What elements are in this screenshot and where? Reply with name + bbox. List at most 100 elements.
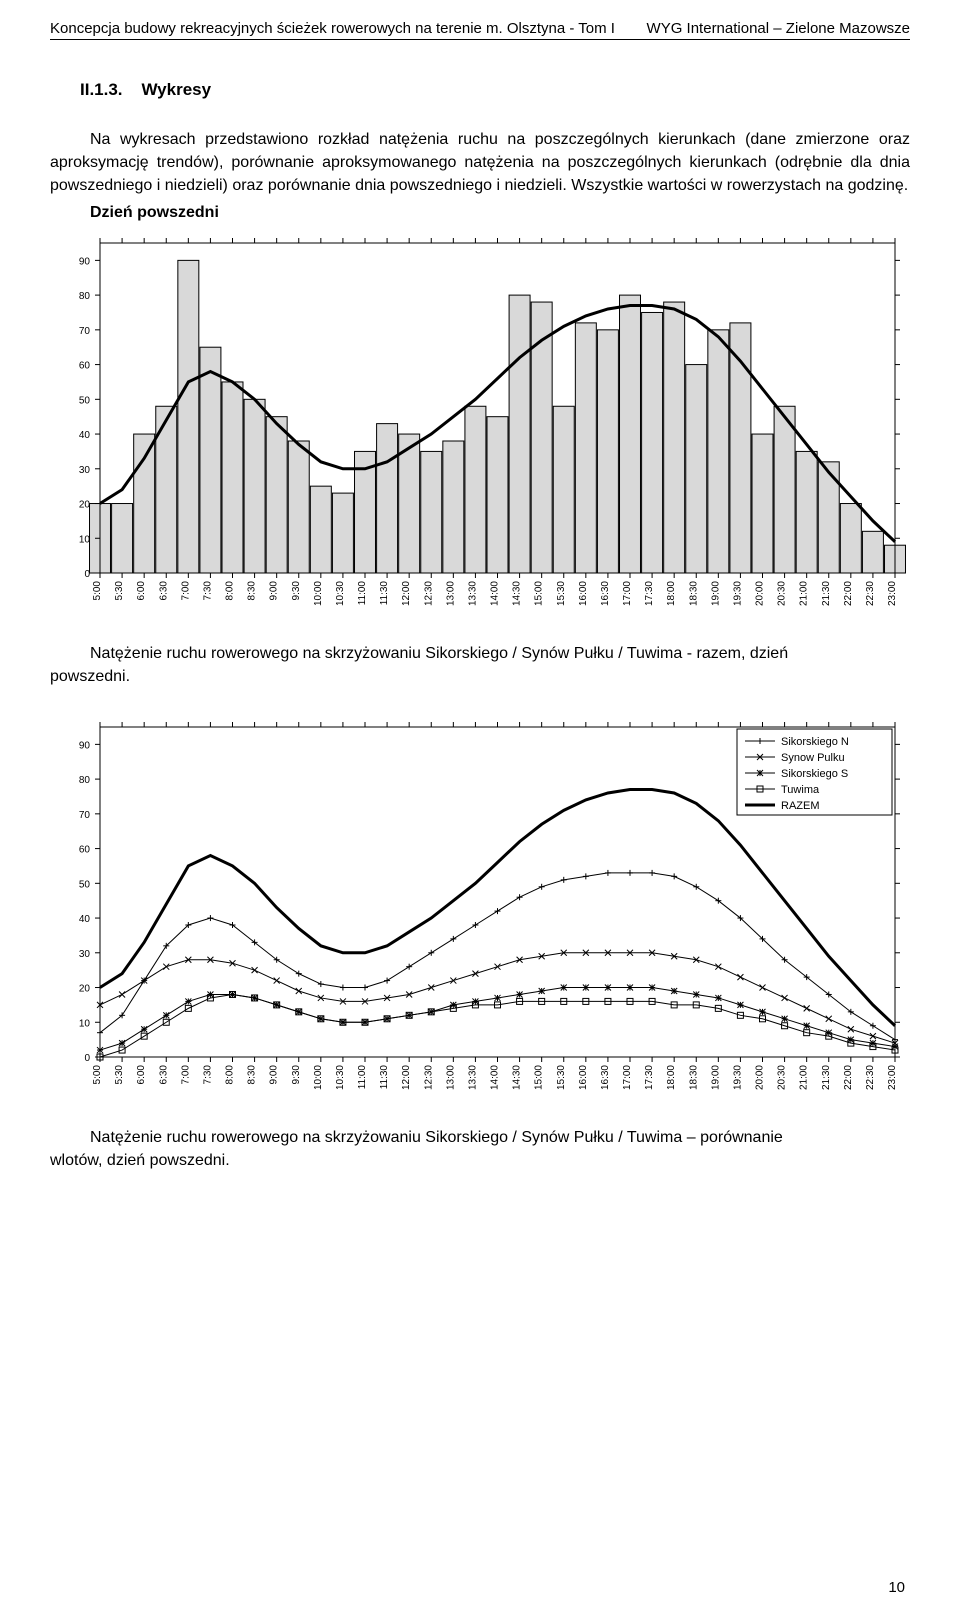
svg-text:15:00: 15:00 [534,580,545,605]
caption-1: Natężenie ruchu rowerowego na skrzyżowan… [50,642,910,688]
page-header: Koncepcja budowy rekreacyjnych ścieżek r… [50,20,910,40]
svg-text:30: 30 [79,464,91,475]
svg-text:7:00: 7:00 [180,1065,191,1085]
svg-text:21:30: 21:30 [821,580,832,605]
svg-text:9:30: 9:30 [291,580,302,600]
svg-text:15:30: 15:30 [556,1065,567,1090]
chart-2: 01020304050607080905:005:306:006:307:007… [50,712,910,1112]
subheading-weekday: Dzień powszedni [90,204,910,222]
svg-text:5:30: 5:30 [114,1065,125,1085]
svg-text:7:30: 7:30 [202,580,213,600]
svg-text:13:00: 13:00 [445,580,456,605]
svg-text:13:30: 13:30 [467,1065,478,1090]
chart-2-svg: 01020304050607080905:005:306:006:307:007… [50,712,910,1112]
svg-text:22:30: 22:30 [865,580,876,605]
chart-1: 01020304050607080905:005:306:006:307:007… [50,228,910,628]
svg-text:14:30: 14:30 [512,580,523,605]
svg-text:19:00: 19:00 [710,580,721,605]
svg-text:6:30: 6:30 [158,1065,169,1085]
svg-text:11:00: 11:00 [357,580,368,605]
svg-text:12:00: 12:00 [401,1065,412,1090]
header-right: WYG International – Zielone Mazowsze [647,20,910,37]
svg-text:6:30: 6:30 [158,580,169,600]
svg-text:17:00: 17:00 [622,1065,633,1090]
svg-text:90: 90 [79,740,91,751]
svg-text:90: 90 [79,256,91,267]
svg-text:8:30: 8:30 [247,580,258,600]
svg-text:7:30: 7:30 [202,1065,213,1085]
svg-text:17:00: 17:00 [622,580,633,605]
svg-text:60: 60 [79,360,91,371]
svg-text:12:30: 12:30 [423,580,434,605]
section-heading: II.1.3. Wykresy [80,80,910,100]
svg-text:20:00: 20:00 [755,580,766,605]
svg-text:16:00: 16:00 [578,1065,589,1090]
svg-text:16:00: 16:00 [578,580,589,605]
svg-text:12:00: 12:00 [401,580,412,605]
page-number: 10 [888,1579,905,1596]
svg-text:6:00: 6:00 [136,1065,147,1085]
svg-text:9:30: 9:30 [291,1065,302,1085]
svg-text:5:00: 5:00 [92,1065,103,1085]
svg-text:21:00: 21:00 [799,580,810,605]
svg-text:17:30: 17:30 [644,1065,655,1090]
svg-text:18:00: 18:00 [666,1065,677,1090]
svg-text:12:30: 12:30 [423,1065,434,1090]
svg-text:50: 50 [79,395,91,406]
svg-text:Sikorskiego N: Sikorskiego N [781,736,849,748]
svg-text:80: 80 [79,775,91,786]
svg-text:70: 70 [79,810,91,821]
svg-text:40: 40 [79,914,91,925]
header-left: Koncepcja budowy rekreacyjnych ścieżek r… [50,20,615,37]
svg-text:18:00: 18:00 [666,580,677,605]
svg-text:23:00: 23:00 [887,1065,898,1090]
svg-text:10:00: 10:00 [313,1065,324,1090]
svg-text:8:00: 8:00 [225,580,236,600]
svg-text:22:30: 22:30 [865,1065,876,1090]
chart-1-svg: 01020304050607080905:005:306:006:307:007… [50,228,910,628]
svg-text:18:30: 18:30 [688,580,699,605]
section-number: II.1.3. [80,80,123,99]
svg-text:7:00: 7:00 [180,580,191,600]
svg-text:13:30: 13:30 [467,580,478,605]
caption-2-line1: Natężenie ruchu rowerowego na skrzyżowan… [90,1129,783,1146]
svg-text:20:30: 20:30 [777,580,788,605]
svg-text:40: 40 [79,430,91,441]
svg-text:22:00: 22:00 [843,1065,854,1090]
svg-text:80: 80 [79,291,91,302]
svg-text:60: 60 [79,845,91,856]
caption-1-line2: powszedni. [50,668,130,685]
svg-text:10:00: 10:00 [313,580,324,605]
caption-2-line2: wlotów, dzień powszedni. [50,1152,230,1169]
svg-text:22:00: 22:00 [843,580,854,605]
svg-text:20:00: 20:00 [755,1065,766,1090]
svg-text:13:00: 13:00 [445,1065,456,1090]
svg-text:20:30: 20:30 [777,1065,788,1090]
svg-text:6:00: 6:00 [136,580,147,600]
svg-text:16:30: 16:30 [600,580,611,605]
svg-text:Synow Pulku: Synow Pulku [781,752,845,764]
svg-text:19:30: 19:30 [732,1065,743,1090]
svg-text:14:30: 14:30 [512,1065,523,1090]
section-title: Wykresy [141,80,211,99]
svg-text:10:30: 10:30 [335,580,346,605]
svg-text:8:30: 8:30 [247,1065,258,1085]
svg-text:14:00: 14:00 [490,1065,501,1090]
svg-text:50: 50 [79,879,91,890]
svg-text:Tuwima: Tuwima [781,784,820,796]
svg-text:9:00: 9:00 [269,580,280,600]
svg-text:15:00: 15:00 [534,1065,545,1090]
svg-text:11:30: 11:30 [379,1065,390,1090]
svg-text:11:30: 11:30 [379,580,390,605]
svg-text:17:30: 17:30 [644,580,655,605]
svg-text:30: 30 [79,949,91,960]
svg-text:10:30: 10:30 [335,1065,346,1090]
caption-2: Natężenie ruchu rowerowego na skrzyżowan… [50,1126,910,1172]
svg-text:20: 20 [79,499,91,510]
svg-text:10: 10 [79,1018,91,1029]
svg-text:0: 0 [84,569,90,580]
svg-text:5:30: 5:30 [114,580,125,600]
svg-text:10: 10 [79,534,91,545]
caption-1-line1: Natężenie ruchu rowerowego na skrzyżowan… [90,645,788,662]
svg-text:20: 20 [79,983,91,994]
